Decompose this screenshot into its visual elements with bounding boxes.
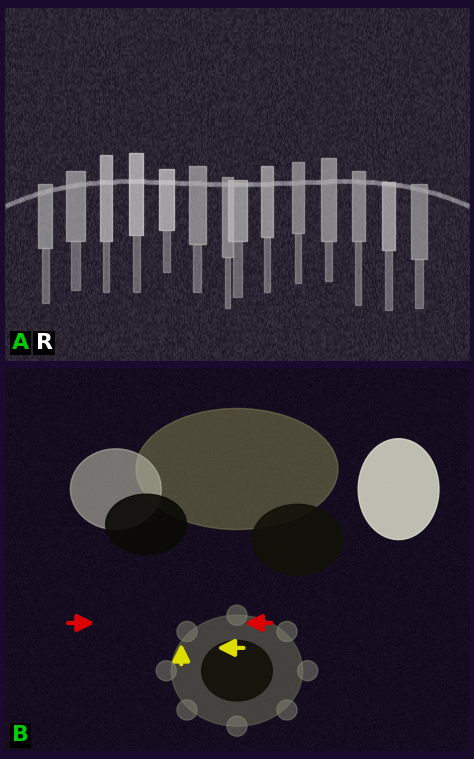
Bar [264, 237, 270, 292]
Text: R: R [36, 333, 53, 353]
Bar [294, 232, 301, 283]
Bar [72, 241, 81, 290]
Bar [355, 241, 361, 305]
Ellipse shape [172, 616, 302, 726]
Bar [225, 257, 230, 307]
Ellipse shape [106, 494, 186, 555]
Bar [222, 178, 233, 257]
Ellipse shape [136, 408, 338, 530]
Ellipse shape [201, 641, 273, 701]
Bar [66, 171, 84, 241]
Bar [163, 231, 170, 272]
Bar [42, 248, 49, 303]
Ellipse shape [70, 449, 161, 530]
Bar [261, 166, 273, 237]
Circle shape [277, 700, 297, 720]
Circle shape [156, 660, 176, 681]
Ellipse shape [358, 439, 439, 540]
Bar [133, 235, 140, 292]
Bar [103, 241, 109, 292]
Bar [100, 156, 112, 241]
Circle shape [298, 660, 318, 681]
Text: A: A [12, 333, 29, 353]
Bar [410, 184, 427, 259]
Circle shape [227, 716, 247, 736]
Circle shape [277, 622, 297, 641]
Circle shape [227, 605, 247, 625]
Bar [189, 166, 206, 244]
Bar [38, 184, 52, 248]
Bar [415, 259, 423, 307]
Bar [321, 158, 336, 241]
Bar [159, 168, 174, 231]
Bar [228, 180, 247, 241]
Bar [383, 182, 394, 250]
Circle shape [177, 622, 197, 641]
Circle shape [177, 700, 197, 720]
Bar [233, 241, 242, 297]
Bar [325, 241, 332, 281]
Bar [192, 244, 201, 292]
Bar [385, 250, 392, 310]
Bar [352, 171, 365, 241]
Ellipse shape [252, 504, 343, 575]
Text: B: B [12, 726, 29, 745]
Bar [292, 162, 304, 232]
Bar [129, 153, 143, 235]
